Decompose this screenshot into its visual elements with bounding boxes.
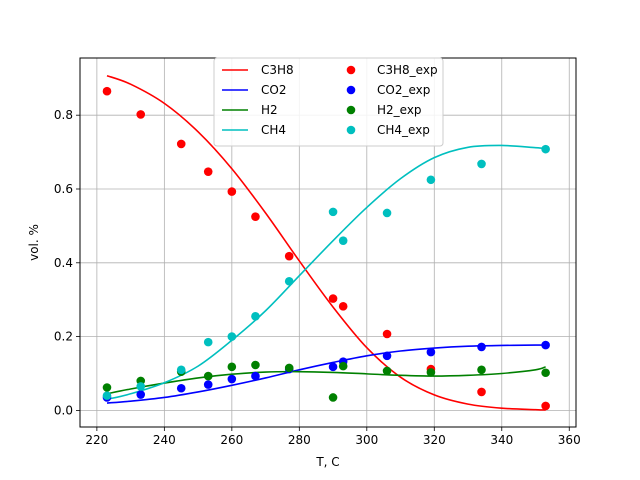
data-point-ch4-exp: [382, 208, 392, 218]
data-point-co2-exp: [426, 347, 436, 357]
y-tick-label: 0.6: [54, 182, 73, 196]
experimental-points: [102, 86, 550, 411]
data-point-h2-exp: [102, 383, 112, 392]
data-point-ch4-exp: [338, 236, 348, 245]
x-tick-label: 300: [355, 433, 378, 447]
data-point-h2-exp: [477, 365, 486, 375]
x-axis-label: T, C: [315, 455, 339, 469]
y-tick-label: 0.2: [54, 330, 73, 344]
data-point-ch4-exp: [251, 312, 260, 321]
data-point-co2-exp: [203, 380, 213, 389]
data-point-c3h8-exp: [477, 387, 486, 397]
data-point-c3h8-exp: [284, 251, 294, 261]
series-line-h2: [106, 366, 546, 395]
data-point-c3h8-exp: [176, 139, 186, 149]
data-point-c3h8-exp: [382, 329, 392, 339]
legend-swatch: [346, 105, 356, 115]
x-tick-label: 220: [85, 433, 108, 447]
data-point-h2-exp: [251, 360, 260, 370]
x-tick-label: 340: [490, 433, 513, 447]
legend-entry: C3H8_exp: [377, 63, 438, 77]
data-point-h2-exp: [227, 362, 237, 372]
data-point-co2-exp: [541, 340, 550, 350]
data-point-ch4-exp: [203, 337, 213, 347]
data-point-co2-exp: [227, 374, 237, 384]
data-point-co2-exp: [136, 390, 146, 399]
data-point-co2-exp: [477, 342, 486, 352]
data-point-ch4-exp: [136, 382, 146, 391]
data-point-co2-exp: [176, 383, 186, 393]
y-tick-label: 0.0: [54, 403, 73, 417]
data-point-ch4-exp: [102, 391, 112, 400]
data-point-co2-exp: [328, 362, 338, 372]
x-tick-label: 240: [153, 433, 176, 447]
data-point-h2-exp: [284, 363, 294, 373]
data-point-ch4-exp: [176, 365, 186, 375]
x-tick-label: 260: [220, 433, 243, 447]
data-point-c3h8-exp: [541, 401, 550, 411]
data-point-ch4-exp: [426, 175, 436, 185]
data-point-c3h8-exp: [136, 110, 146, 119]
legend-entry: H2_exp: [377, 103, 422, 117]
data-point-h2-exp: [338, 361, 348, 371]
legend-entry: CO2_exp: [377, 83, 430, 97]
series-line-ch4: [106, 144, 546, 401]
data-point-ch4-exp: [227, 332, 237, 341]
x-tick-label: 360: [558, 433, 581, 447]
data-point-h2-exp: [382, 366, 392, 376]
data-point-co2-exp: [251, 371, 260, 381]
series-line-c3h8: [106, 74, 546, 411]
data-point-c3h8-exp: [328, 294, 338, 303]
y-tick-label: 0.4: [54, 256, 73, 270]
model-lines: [106, 74, 546, 411]
legend-entry: C3H8: [261, 63, 294, 77]
legend-swatch: [346, 65, 356, 75]
legend-entry: CH4: [261, 123, 286, 137]
x-tick-label: 280: [288, 433, 311, 447]
x-tick-label: 320: [423, 433, 446, 447]
legend-swatch: [346, 85, 356, 95]
legend-swatch: [346, 125, 356, 135]
data-point-ch4-exp: [541, 144, 550, 154]
data-point-co2-exp: [382, 351, 392, 361]
data-point-c3h8-exp: [251, 212, 260, 221]
legend-entry: CO2: [261, 83, 286, 97]
data-point-h2-exp: [541, 368, 550, 378]
legend: C3H8 CO2 H2 CH4 C3H8_exp CO2_exp H2_exp CH4_exp: [213, 57, 444, 147]
y-tick-label: 0.8: [54, 108, 73, 122]
data-point-ch4-exp: [328, 207, 338, 217]
data-point-h2-exp: [203, 371, 213, 381]
data-point-c3h8-exp: [102, 86, 112, 96]
data-point-h2-exp: [328, 393, 338, 402]
legend-entry: CH4_exp: [377, 123, 430, 137]
data-point-c3h8-exp: [227, 187, 237, 196]
data-point-h2-exp: [426, 368, 436, 377]
legend-entry: H2: [261, 103, 278, 117]
legend-box: [213, 57, 444, 147]
data-point-c3h8-exp: [338, 302, 348, 311]
data-point-ch4-exp: [477, 159, 486, 169]
series-line-co2: [106, 344, 546, 404]
axis-ticks: 220 240 260 280 300 320 340 360 0.0 0.2 0.4 0.6 0.8: [54, 108, 581, 447]
y-axis-label: vol. %: [27, 224, 41, 261]
data-point-c3h8-exp: [203, 167, 213, 176]
data-point-ch4-exp: [284, 276, 294, 286]
